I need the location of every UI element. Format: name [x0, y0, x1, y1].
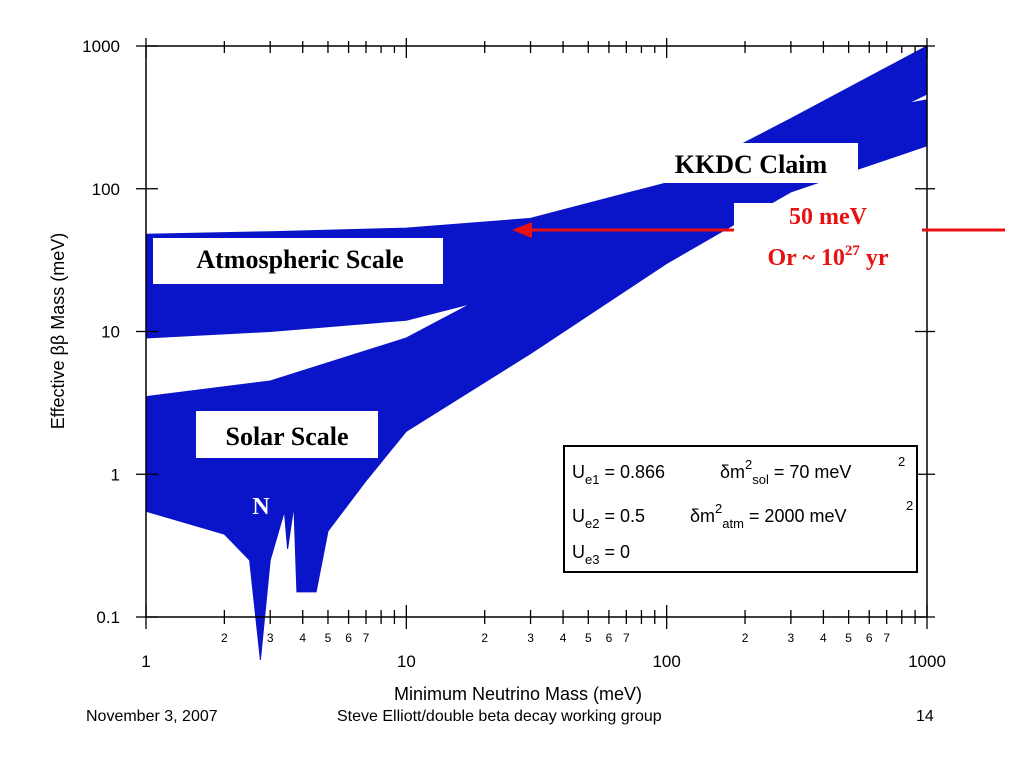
x-minor-tick-label: 3 — [788, 631, 795, 645]
svg-text:2: 2 — [898, 454, 905, 469]
x-minor-tick-label: 6 — [866, 631, 873, 645]
atmospheric-scale-label: Atmospheric Scale — [153, 238, 443, 284]
x-tick-label: 1000 — [908, 652, 946, 671]
x-minor-tick-label: 4 — [820, 631, 827, 645]
y-tick-label: 100 — [92, 180, 120, 199]
svg-text:2: 2 — [906, 498, 913, 513]
x-minor-tick-label: 2 — [481, 631, 488, 645]
x-minor-tick-label: 4 — [299, 631, 306, 645]
solar-scale-label: Solar Scale — [196, 411, 378, 458]
parameter-legend: Ue1 = 0.866 δm2sol = 70 meV 2 Ue2 = 0.5 … — [563, 445, 918, 573]
x-minor-tick-label: 6 — [345, 631, 352, 645]
svg-text:KKDC Claim: KKDC Claim — [675, 150, 828, 179]
n-label: N — [252, 494, 270, 520]
x-minor-tick-label: 5 — [325, 631, 332, 645]
y-axis-label: Effective ββ Mass (meV) — [48, 233, 68, 429]
x-minor-tick-label: 4 — [560, 631, 567, 645]
svg-text:50 meV: 50 meV — [789, 204, 868, 230]
x-minor-tick-label: 7 — [883, 631, 890, 645]
axis-ticks — [136, 38, 935, 629]
x-minor-tick-label: 7 — [623, 631, 630, 645]
x-minor-tick-label: 5 — [845, 631, 852, 645]
svg-text:Solar Scale: Solar Scale — [225, 422, 348, 451]
x-tick-label: 10 — [397, 652, 416, 671]
svg-text:Or ~ 1027 yr: Or ~ 1027 yr — [767, 243, 888, 271]
x-tick-label: 100 — [652, 652, 680, 671]
svg-text:Ue3 = 0: Ue3 = 0 — [572, 542, 630, 567]
y-tick-label: 1 — [111, 465, 120, 484]
band-2 — [145, 99, 928, 661]
footer-author: Steve Elliott/double beta decay working … — [337, 708, 662, 725]
svg-text:Ue2 = 0.5: Ue2 = 0.5 — [572, 506, 645, 531]
x-minor-tick-label: 3 — [527, 631, 534, 645]
x-minor-tick-label: 2 — [221, 631, 228, 645]
x-minor-tick-label: 6 — [606, 631, 613, 645]
svg-text:δm2sol = 70 meV: δm2sol = 70 meV — [720, 457, 851, 487]
svg-text:Ue1 = 0.866: Ue1 = 0.866 — [572, 462, 665, 487]
y-tick-label: 1000 — [82, 37, 120, 56]
y-tick-label: 10 — [101, 323, 120, 342]
x-minor-tick-label: 5 — [585, 631, 592, 645]
arrow-annotation-text: 50 meV Or ~ 1027 yr — [734, 203, 922, 275]
footer-date: November 3, 2007 — [86, 708, 218, 725]
y-tick-label: 0.1 — [96, 608, 120, 627]
svg-text:Atmospheric Scale: Atmospheric Scale — [196, 245, 403, 274]
x-minor-tick-label: 7 — [363, 631, 370, 645]
x-minor-tick-label: 2 — [742, 631, 749, 645]
x-tick-label: 1 — [141, 652, 150, 671]
x-axis-label: Minimum Neutrino Mass (meV) — [394, 684, 642, 704]
kkdc-claim-label: KKDC Claim — [645, 143, 858, 183]
x-minor-tick-label: 3 — [267, 631, 274, 645]
footer-page-number: 14 — [916, 708, 934, 725]
svg-text:δm2atm = 2000 meV: δm2atm = 2000 meV — [690, 501, 847, 531]
